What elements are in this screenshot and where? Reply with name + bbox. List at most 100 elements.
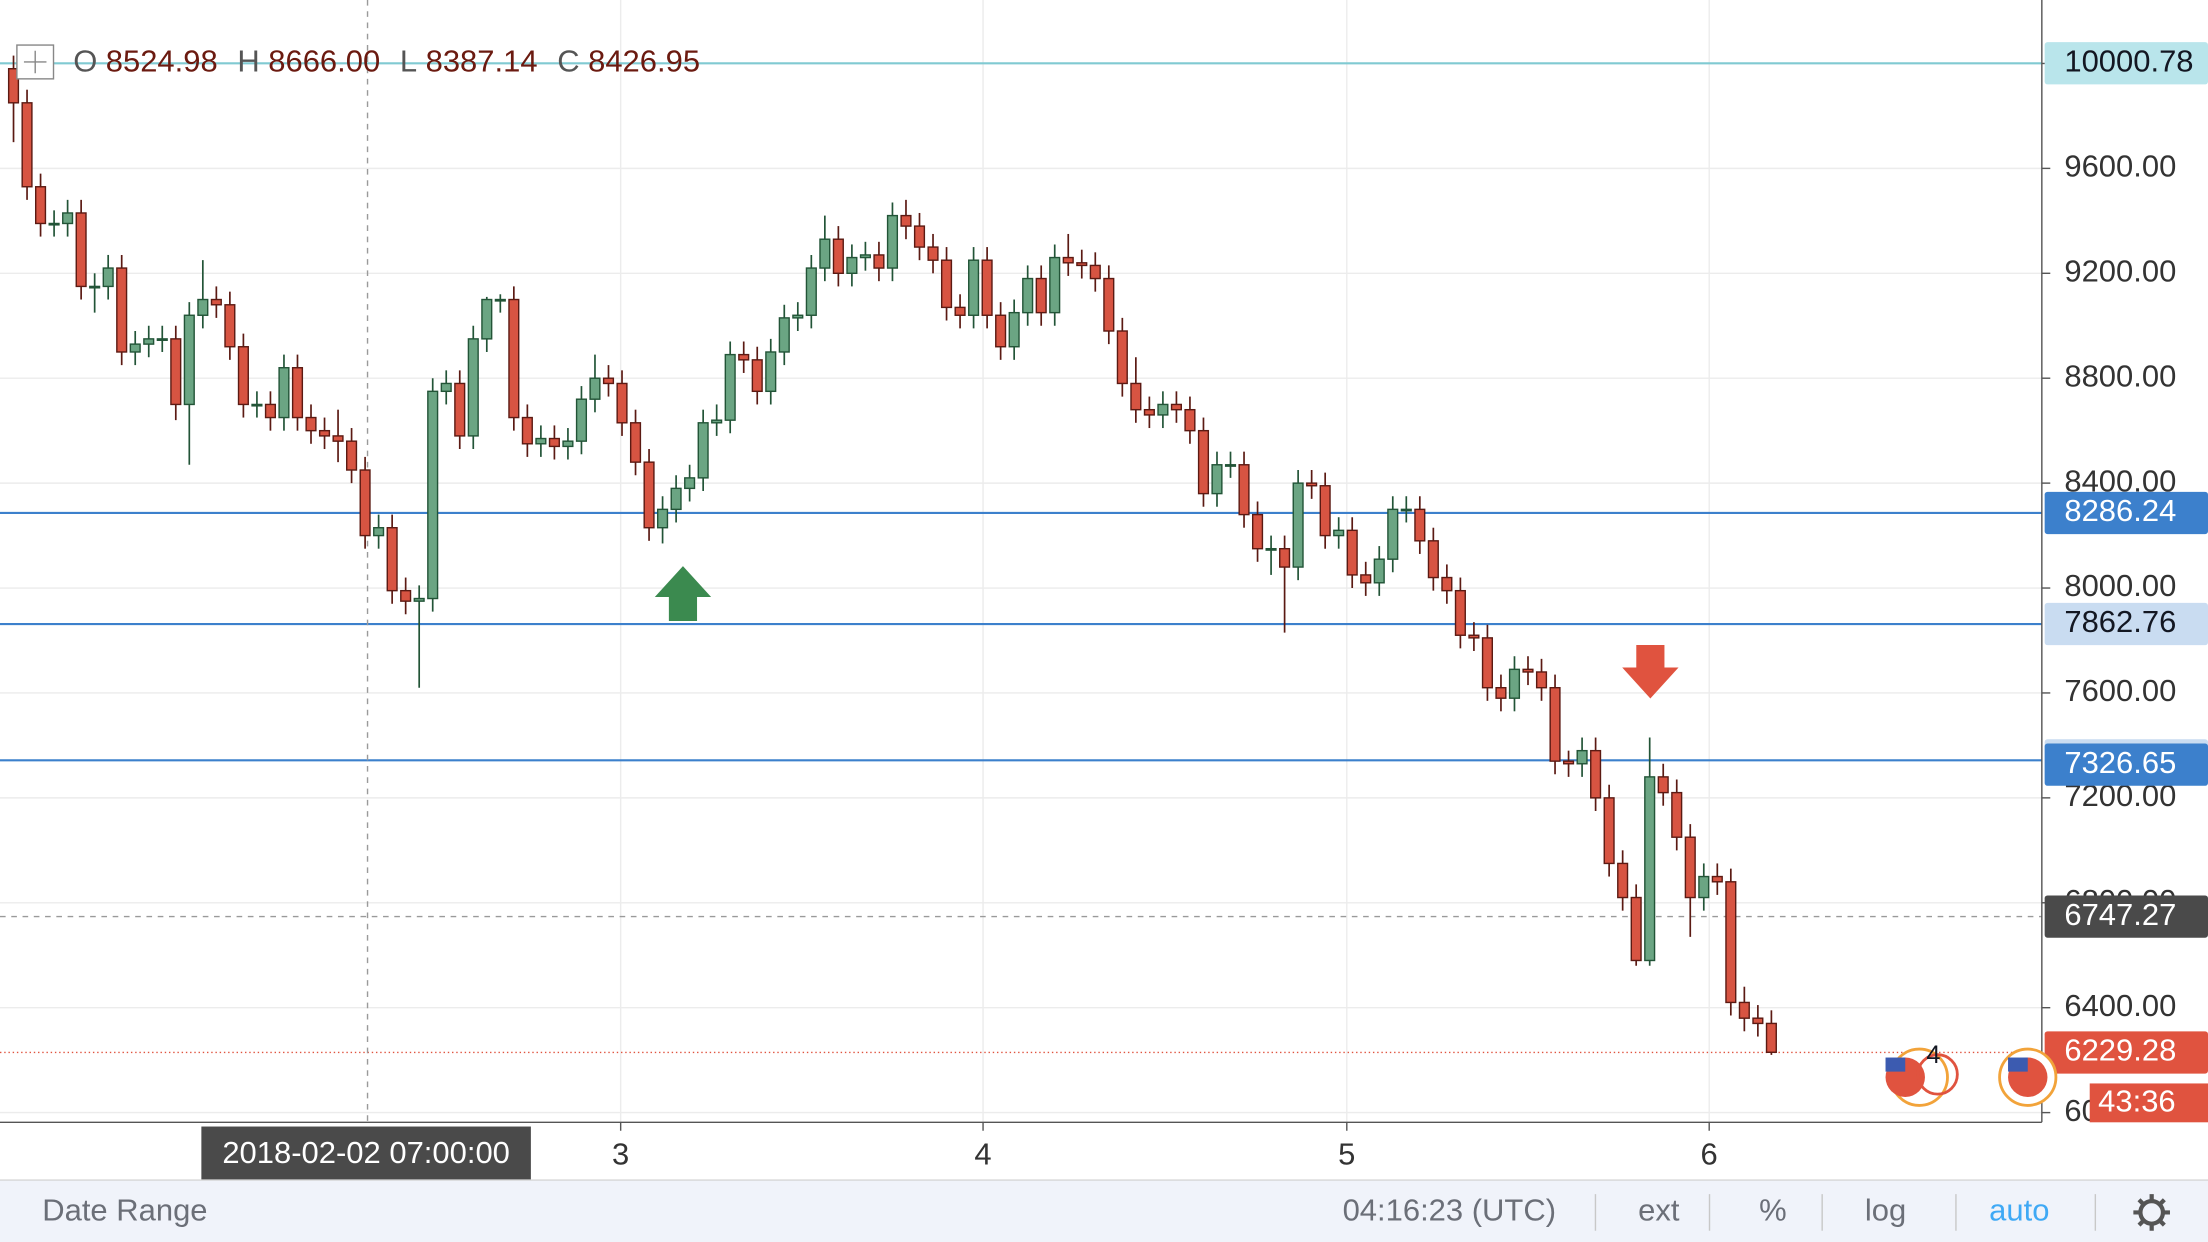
candle-body [643, 461, 655, 529]
candle-body [386, 527, 398, 592]
candle-body [1170, 403, 1182, 411]
legend-key: L [400, 44, 417, 79]
candle-body [1089, 264, 1101, 280]
gear-teeth [2133, 1194, 2170, 1231]
candle-body [1319, 485, 1331, 537]
candle-body [1008, 311, 1020, 348]
candle-body [1725, 881, 1737, 1004]
candle-body [1306, 482, 1318, 487]
candle-body [143, 338, 155, 345]
toolbar-button[interactable]: % [1759, 1193, 1787, 1228]
candle-body [1157, 403, 1169, 416]
candle-body [873, 254, 885, 269]
y-tick-label: 9200.00 [2064, 253, 2176, 288]
candle-body [1360, 574, 1372, 584]
candle-body [1414, 508, 1426, 542]
price-tag-label: 10000.78 [2064, 43, 2193, 78]
candle-body [75, 212, 87, 288]
crosshair-label-box [201, 1126, 531, 1181]
candle-body [1130, 382, 1142, 411]
legend-toggle-icon [23, 50, 47, 74]
candle-body [1644, 776, 1656, 962]
candle-body [535, 437, 547, 445]
y-tick-label: 6400.00 [2064, 988, 2176, 1023]
candle-body [981, 259, 993, 316]
candle-body [548, 437, 560, 448]
legend-value: 8524.98 [106, 44, 218, 79]
candle-body [1617, 862, 1629, 899]
candle-body [819, 238, 831, 269]
legend-key: C [557, 44, 579, 79]
gear-icon[interactable] [2138, 1199, 2166, 1226]
candle-body [1224, 464, 1237, 467]
candle-body [1346, 529, 1358, 576]
candle-body [765, 351, 777, 393]
candle-body [1630, 896, 1642, 962]
candle-body [48, 222, 60, 226]
flag-canton [1885, 1057, 1906, 1072]
candle-body [846, 256, 858, 275]
toolbar-button[interactable]: log [1865, 1193, 1906, 1228]
candle-body [616, 382, 628, 424]
x-tick-label: 3 [612, 1136, 629, 1171]
date-range-button[interactable]: Date Range [42, 1193, 207, 1228]
candle-body [602, 377, 615, 385]
candle-body [494, 298, 506, 302]
candle-body [1590, 749, 1602, 799]
toolbar-button[interactable]: ext [1638, 1193, 1680, 1228]
candle-body [1752, 1017, 1764, 1025]
legend-key: H [237, 44, 259, 79]
candle-body [684, 477, 696, 490]
candle-body [373, 527, 385, 537]
buy-arrow [654, 566, 712, 621]
candle-body [913, 225, 926, 248]
candle-body [1103, 277, 1115, 332]
candle-body [1738, 1001, 1750, 1019]
x-tick-label: 4 [974, 1136, 991, 1171]
toolbar-buttons: ext% log auto [1594, 1193, 2097, 1231]
candle-body [1454, 589, 1466, 636]
candle-body [711, 419, 723, 424]
price-tag [2044, 602, 2208, 646]
candle-body [1400, 508, 1412, 512]
candle-body [1562, 760, 1575, 765]
candle-body [1481, 637, 1494, 689]
candle-body [738, 353, 750, 361]
candle-body [346, 440, 358, 471]
candle-body [467, 338, 479, 437]
price-tag [2044, 1031, 2208, 1074]
candle-body [89, 285, 101, 289]
settings-button[interactable] [2133, 1194, 2170, 1231]
clock: 04:16:23 (UTC) [1343, 1193, 1556, 1228]
flag-ring [1916, 1053, 1959, 1096]
candle-body [562, 440, 574, 448]
legend-value: 8666.00 [268, 44, 380, 79]
candle-body [1238, 464, 1250, 516]
candle-body [1684, 836, 1696, 899]
candle-body [1535, 671, 1548, 689]
candles [7, 55, 1777, 1055]
candle-body [575, 398, 588, 442]
candle-body [102, 267, 114, 288]
event-flags[interactable]: 4 [1885, 1041, 2058, 1107]
price-tag-label: 7326.65 [2064, 745, 2176, 780]
candle-body [1062, 256, 1074, 264]
candle-body [156, 338, 168, 341]
candle-body [197, 298, 209, 316]
price-tag [2044, 491, 2208, 535]
candle-body [778, 317, 790, 353]
countdown-box [2089, 1083, 2208, 1123]
candle-body [1508, 668, 1521, 699]
candle-body [481, 298, 493, 340]
bottom-toolbar [0, 1180, 2208, 1242]
candle-body [1076, 262, 1088, 267]
candle-body [427, 390, 439, 600]
candle-body [413, 597, 425, 602]
candle-body [697, 422, 709, 479]
toolbar-button[interactable]: auto [1989, 1193, 2049, 1228]
candle-body [670, 487, 682, 511]
candle-body [900, 214, 912, 227]
candle-body [805, 267, 817, 316]
candle-body [1292, 482, 1304, 568]
price-tag-label: 8286.24 [2064, 493, 2176, 528]
